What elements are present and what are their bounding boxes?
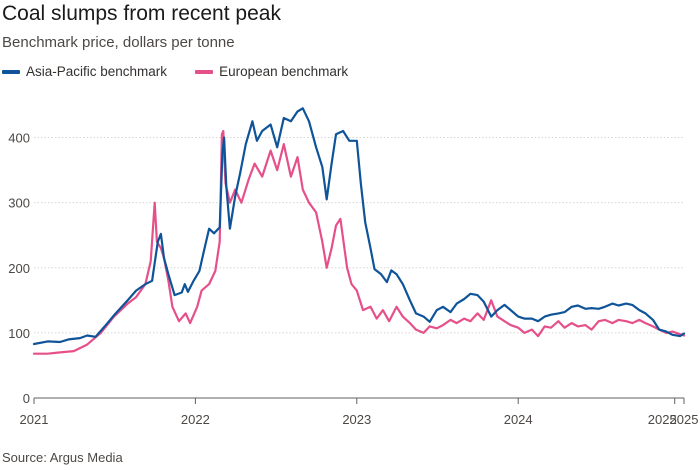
- y-tick-label: 0: [23, 391, 30, 406]
- legend-item-europe: European benchmark: [195, 64, 348, 79]
- legend-swatch-europe: [195, 69, 214, 74]
- legend-label-asia: Asia-Pacific benchmark: [26, 64, 168, 79]
- x-tick-label: 2022: [181, 412, 210, 427]
- y-tick-label: 300: [8, 196, 30, 211]
- y-tick-label: 200: [8, 261, 30, 276]
- x-tick-label: 2025: [648, 412, 677, 427]
- chart-title: Coal slumps from recent peak: [2, 2, 281, 25]
- x-tick-label: 2023: [342, 412, 371, 427]
- chart-source: Source: Argus Media: [2, 450, 123, 465]
- legend-item-asia: Asia-Pacific benchmark: [2, 64, 167, 79]
- y-tick-label: 100: [8, 326, 30, 341]
- x-tick-label: 2024: [504, 412, 533, 427]
- x-tick-label: 2025: [670, 412, 699, 427]
- series-line-european: [32, 129, 686, 355]
- chart-subtitle: Benchmark price, dollars per tonne: [2, 34, 235, 51]
- legend-label-europe: European benchmark: [219, 64, 349, 79]
- y-tick-label: 400: [8, 131, 30, 146]
- chart-legend: Asia-Pacific benchmark European benchmar…: [2, 64, 376, 79]
- legend-swatch-asia: [2, 69, 20, 74]
- x-tick-label: 2021: [20, 412, 49, 427]
- series-line-asia-pacific: [32, 107, 686, 346]
